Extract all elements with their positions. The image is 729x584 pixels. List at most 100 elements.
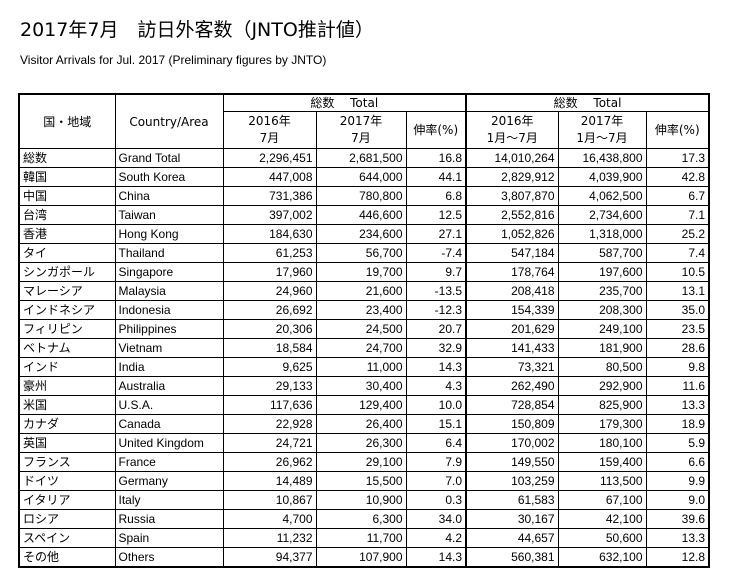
cell-2016-month: 22,928: [222, 414, 317, 434]
cell-2016-cumulative: 170,002: [465, 433, 559, 453]
table-row: フランス France 26,962 29,100 7.9 149,550 159,400 6…: [18, 452, 710, 472]
table-row: マレーシア Malaysia 24,960 21,600 -13.5 208,418 235…: [18, 281, 710, 301]
cell-2016-month: 29,133: [222, 376, 317, 396]
cell-region-en: China: [114, 186, 224, 206]
cell-region-en: Singapore: [114, 262, 224, 282]
cell-growth-cumulative: 7.1: [645, 205, 710, 225]
table-row: 総数 Grand Total 2,296,451 2,681,500 16.8 14,01…: [18, 148, 710, 168]
header-2017-cumulative-year: 2017年: [580, 114, 624, 128]
cell-growth-month: -12.3: [405, 300, 467, 320]
cell-2016-month: 14,489: [222, 471, 317, 491]
header-2017-cumulative: 2017年 1月～7月: [557, 111, 647, 149]
table-row: 豪州 Australia 29,133 30,400 4.3 262,490 292,900…: [18, 376, 710, 396]
cell-region-en: France: [114, 452, 224, 472]
header-2017-month-year: 2017年: [339, 114, 383, 128]
cell-2017-cumulative: 80,500: [557, 357, 647, 377]
header-2016-month-year: 2016年: [248, 114, 291, 128]
cell-region-en: India: [114, 357, 224, 377]
cell-2017-month: 2,681,500: [315, 148, 407, 168]
cell-region-jp: インドネシア: [18, 300, 116, 320]
cell-region-en: Philippines: [114, 319, 224, 339]
cell-2016-cumulative: 1,052,826: [465, 224, 559, 244]
cell-growth-month: 27.1: [405, 224, 467, 244]
table-row: イタリア Italy 10,867 10,900 0.3 61,583 67,100 9.0: [18, 490, 710, 510]
cell-2016-cumulative: 73,321: [465, 357, 559, 377]
visitor-arrivals-table: 国・地域 Country/Area 総数 Total 総数 Total 2016…: [18, 93, 711, 568]
table-row: ロシア Russia 4,700 6,300 34.0 30,167 42,100 39.6: [18, 509, 710, 529]
cell-region-jp: 英国: [18, 433, 116, 453]
cell-2016-month: 61,253: [222, 243, 317, 263]
cell-region-en: Grand Total: [114, 148, 224, 168]
cell-growth-month: -13.5: [405, 281, 467, 301]
cell-2016-month: 731,386: [222, 186, 317, 206]
cell-2017-cumulative: 181,900: [557, 338, 647, 358]
cell-growth-cumulative: 5.9: [645, 433, 710, 453]
cell-2016-cumulative: 141,433: [465, 338, 559, 358]
cell-2016-month: 24,721: [222, 433, 317, 453]
cell-region-jp: 韓国: [18, 167, 116, 187]
header-month-total: 総数 Total: [222, 93, 467, 112]
cell-2017-month: 26,300: [315, 433, 407, 453]
cell-2017-month: 11,700: [315, 528, 407, 548]
cell-2017-cumulative: 16,438,800: [557, 148, 647, 168]
cell-region-jp: 豪州: [18, 376, 116, 396]
cell-region-jp: ドイツ: [18, 471, 116, 491]
table-row: その他 Others 94,377 107,900 14.3 560,381 632,100…: [18, 547, 710, 568]
header-region-en: Country/Area: [114, 93, 224, 149]
cell-growth-cumulative: 9.8: [645, 357, 710, 377]
cell-region-en: Taiwan: [114, 205, 224, 225]
table-row: インドネシア Indonesia 26,692 23,400 -12.3 154,339 2…: [18, 300, 710, 320]
cell-2016-month: 94,377: [222, 547, 317, 568]
cell-2017-month: 6,300: [315, 509, 407, 529]
cell-2016-month: 18,584: [222, 338, 317, 358]
cell-region-en: Germany: [114, 471, 224, 491]
cell-2016-cumulative: 2,829,912: [465, 167, 559, 187]
cell-region-en: United Kingdom: [114, 433, 224, 453]
cell-growth-month: 7.0: [405, 471, 467, 491]
cell-growth-cumulative: 42.8: [645, 167, 710, 187]
cell-2017-cumulative: 1,318,000: [557, 224, 647, 244]
cell-2016-cumulative: 3,807,870: [465, 186, 559, 206]
table-row: 韓国 South Korea 447,008 644,000 44.1 2,829,912…: [18, 167, 710, 187]
cell-region-jp: カナダ: [18, 414, 116, 434]
table-row: 米国 U.S.A. 117,636 129,400 10.0 728,854 825,900…: [18, 395, 710, 415]
cell-2017-month: 11,000: [315, 357, 407, 377]
cell-2017-month: 780,800: [315, 186, 407, 206]
cell-growth-month: 12.5: [405, 205, 467, 225]
cell-growth-month: 15.1: [405, 414, 467, 434]
cell-2017-cumulative: 292,900: [557, 376, 647, 396]
cell-2016-month: 397,002: [222, 205, 317, 225]
cell-region-en: Indonesia: [114, 300, 224, 320]
cell-2017-month: 56,700: [315, 243, 407, 263]
header-2016-month-period: 7月: [259, 131, 280, 145]
page-title: 2017年7月 訪日外客数（JNTO推計値）: [20, 19, 374, 41]
cell-growth-month: 4.3: [405, 376, 467, 396]
cell-growth-month: -7.4: [405, 243, 467, 263]
header-cumulative-total: 総数 Total: [465, 93, 710, 112]
cell-growth-cumulative: 18.9: [645, 414, 710, 434]
cell-2016-month: 4,700: [222, 509, 317, 529]
cell-2016-month: 2,296,451: [222, 148, 317, 168]
table-row: タイ Thailand 61,253 56,700 -7.4 547,184 587,700…: [18, 243, 710, 263]
cell-growth-month: 6.4: [405, 433, 467, 453]
table-row: ベトナム Vietnam 18,584 24,700 32.9 141,433 181,90…: [18, 338, 710, 358]
cell-growth-cumulative: 17.3: [645, 148, 710, 168]
table-row: 英国 United Kingdom 24,721 26,300 6.4 170,002 18…: [18, 433, 710, 453]
cell-region-jp: マレーシア: [18, 281, 116, 301]
table-row: 香港 Hong Kong 184,630 234,600 27.1 1,052,826 1,…: [18, 224, 710, 244]
cell-2017-month: 107,900: [315, 547, 407, 568]
cell-growth-cumulative: 13.1: [645, 281, 710, 301]
cell-growth-cumulative: 11.6: [645, 376, 710, 396]
cell-region-jp: ロシア: [18, 509, 116, 529]
table-row: フィリピン Philippines 20,306 24,500 20.7 201,629 2…: [18, 319, 710, 339]
cell-2016-cumulative: 14,010,264: [465, 148, 559, 168]
cell-growth-month: 0.3: [405, 490, 467, 510]
header-2016-month: 2016年 7月: [222, 111, 317, 149]
table-row: シンガポール Singapore 17,960 19,700 9.7 178,764 197…: [18, 262, 710, 282]
header-2017-cumulative-period: 1月～7月: [576, 131, 628, 145]
cell-growth-cumulative: 23.5: [645, 319, 710, 339]
cell-2017-month: 23,400: [315, 300, 407, 320]
cell-2016-cumulative: 208,418: [465, 281, 559, 301]
cell-region-en: Italy: [114, 490, 224, 510]
cell-2017-month: 129,400: [315, 395, 407, 415]
